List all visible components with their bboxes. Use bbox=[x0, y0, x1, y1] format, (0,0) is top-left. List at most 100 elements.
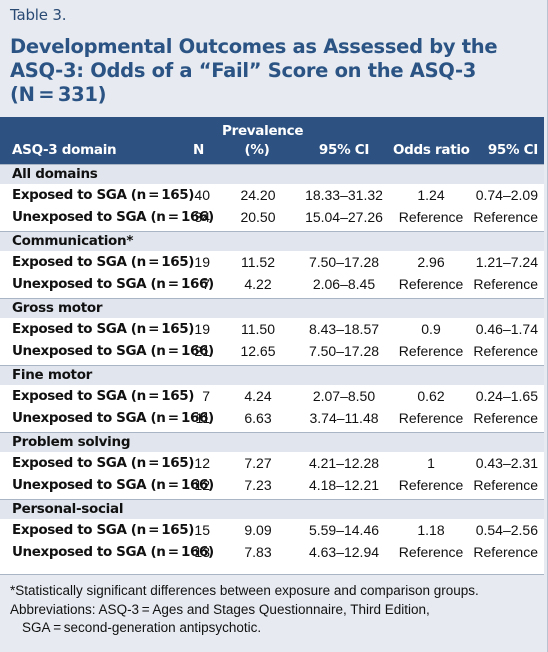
cell-prevalence: 6.63 bbox=[244, 410, 272, 426]
cell-n: 34 bbox=[194, 209, 210, 225]
group-title: Communication* bbox=[12, 233, 134, 249]
cell-n: 19 bbox=[194, 254, 210, 270]
group-header: Fine motor bbox=[0, 365, 544, 385]
table-row: Exposed to SGA (n = 165) 19 11.52 7.50–17.2… bbox=[0, 252, 544, 274]
table-row: Exposed to SGA (n = 165) 15 9.09 5.59–14.46… bbox=[0, 520, 544, 542]
cell-ci: 2.06–8.45 bbox=[312, 276, 376, 292]
group-header: Personal-social bbox=[0, 499, 544, 519]
table-body: All domains Exposed to SGA (n = 165) 40 24.… bbox=[0, 164, 544, 574]
cell-or-ci: Reference bbox=[473, 209, 538, 225]
table-label: Table 3. bbox=[10, 6, 67, 24]
group-title: Problem solving bbox=[12, 434, 131, 450]
cell-prevalence: 11.50 bbox=[241, 321, 275, 337]
row-label: Unexposed to SGA (n = 166) bbox=[12, 544, 214, 560]
cell-odds-ratio: Reference bbox=[398, 544, 464, 560]
row-label: Unexposed to SGA (n = 166) bbox=[12, 477, 214, 493]
cell-ci: 15.04–27.26 bbox=[305, 209, 383, 225]
cell-odds-ratio: Reference bbox=[398, 477, 464, 493]
row-label: Unexposed to SGA (n = 166) bbox=[12, 410, 214, 426]
cell-n: 11 bbox=[195, 410, 210, 426]
table-row: Unexposed to SGA (n = 166) 12 7.23 4.18–12.… bbox=[0, 475, 544, 497]
cell-odds-ratio: 0.9 bbox=[421, 321, 441, 337]
header-prevalence-unit: (%) bbox=[244, 142, 270, 158]
footnote-abbreviations-continued: SGA = second-generation antipsychotic. bbox=[22, 620, 262, 635]
table-row: Unexposed to SGA (n = 166) 34 20.50 15.04–2… bbox=[0, 207, 544, 229]
header-ci: 95% CI bbox=[318, 142, 370, 158]
cell-ci: 7.50–17.28 bbox=[308, 254, 380, 270]
header-odds-ratio: Odds ratio bbox=[393, 142, 470, 158]
cell-or-ci: 0.46–1.74 bbox=[475, 321, 538, 337]
title-line: ASQ-3: Odds of a “Fail” Score on the ASQ… bbox=[10, 59, 477, 82]
cell-ci: 3.74–11.48 bbox=[309, 410, 379, 426]
table-row: Exposed to SGA (n = 165) 19 11.50 8.43–18.5… bbox=[0, 319, 544, 341]
cell-odds-ratio: 0.62 bbox=[417, 388, 445, 404]
cell-or-ci: 0.24–1.65 bbox=[475, 388, 538, 404]
table-title: Developmental Outcomes as Assessed by th… bbox=[10, 35, 530, 107]
footnote-abbreviations: Abbreviations: ASQ-3 = Ages and Stages Q… bbox=[10, 602, 430, 617]
cell-ci: 2.07–8.50 bbox=[312, 388, 376, 404]
header-n: N bbox=[193, 142, 204, 158]
cell-n: 7 bbox=[202, 388, 210, 404]
cell-prevalence: 4.24 bbox=[244, 388, 272, 404]
table-row: Exposed to SGA (n = 165) 12 7.27 4.21–12.28… bbox=[0, 453, 544, 475]
cell-or-ci: 0.54–2.56 bbox=[475, 522, 538, 538]
cell-prevalence: 7.27 bbox=[244, 455, 272, 471]
cell-or-ci: 0.43–2.31 bbox=[475, 455, 538, 471]
cell-ci: 4.18–12.21 bbox=[308, 477, 380, 493]
group-header: Communication* bbox=[0, 231, 544, 251]
title-line: Developmental Outcomes as Assessed by th… bbox=[10, 35, 498, 58]
group-header: Gross motor bbox=[0, 298, 544, 318]
row-label: Unexposed to SGA (n = 166) bbox=[12, 209, 214, 225]
header-or-ci: 95% CI bbox=[487, 142, 538, 158]
cell-prevalence: 24.20 bbox=[240, 187, 276, 203]
cell-odds-ratio: Reference bbox=[398, 209, 464, 225]
table-row: Unexposed to SGA (n = 166) 21 12.65 7.50–17… bbox=[0, 341, 544, 363]
cell-or-ci: Reference bbox=[473, 477, 538, 493]
header-prevalence: Prevalence bbox=[222, 123, 304, 139]
cell-prevalence: 4.22 bbox=[244, 276, 272, 292]
cell-odds-ratio: 2.96 bbox=[417, 254, 445, 270]
table-row: Exposed to SGA (n = 165) 40 24.20 18.33–31.… bbox=[0, 185, 544, 207]
table-row: Unexposed to SGA (n = 166) 7 4.22 2.06–8.45… bbox=[0, 274, 544, 296]
cell-odds-ratio: 1 bbox=[427, 455, 435, 471]
cell-n: 19 bbox=[194, 321, 210, 337]
cell-odds-ratio: Reference bbox=[398, 343, 464, 359]
cell-prevalence: 20.50 bbox=[240, 209, 276, 225]
row-label: Exposed to SGA (n = 165) bbox=[12, 187, 195, 203]
header-domain: ASQ-3 domain bbox=[12, 142, 117, 158]
cell-prevalence: 9.09 bbox=[244, 522, 272, 538]
cell-odds-ratio: 1.24 bbox=[417, 187, 445, 203]
cell-n: 12 bbox=[194, 455, 210, 471]
cell-ci: 18.33–31.32 bbox=[305, 187, 383, 203]
row-label: Unexposed to SGA (n = 166) bbox=[12, 276, 214, 292]
table-row: Unexposed to SGA (n = 166) 11 6.63 3.74–11.… bbox=[0, 408, 544, 430]
row-label: Exposed to SGA (n = 165) bbox=[12, 388, 195, 404]
row-label: Exposed to SGA (n = 165) bbox=[12, 321, 195, 337]
table-row: Unexposed to SGA (n = 166) 13 7.83 4.63–12.… bbox=[0, 542, 544, 564]
cell-prevalence: 7.23 bbox=[244, 477, 272, 493]
cell-ci: 7.50–17.28 bbox=[308, 343, 380, 359]
cell-prevalence: 7.83 bbox=[244, 544, 272, 560]
cell-prevalence: 12.65 bbox=[240, 343, 276, 359]
cell-n: 13 bbox=[194, 544, 210, 560]
cell-or-ci: Reference bbox=[473, 343, 538, 359]
cell-ci: 4.63–12.94 bbox=[308, 544, 380, 560]
cell-odds-ratio: 1.18 bbox=[417, 522, 445, 538]
row-label: Exposed to SGA (n = 165) bbox=[12, 455, 195, 471]
cell-odds-ratio: Reference bbox=[398, 276, 464, 292]
row-label: Unexposed to SGA (n = 166) bbox=[12, 343, 214, 359]
cell-ci: 4.21–12.28 bbox=[308, 455, 380, 471]
cell-n: 12 bbox=[194, 477, 210, 493]
cell-n: 7 bbox=[202, 276, 210, 292]
cell-ci: 5.59–14.46 bbox=[308, 522, 380, 538]
cell-n: 40 bbox=[194, 187, 210, 203]
title-line: (N = 331) bbox=[10, 83, 107, 106]
footnote-significance: *Statistically significant differences b… bbox=[10, 583, 479, 598]
row-label: Exposed to SGA (n = 165) bbox=[12, 254, 195, 270]
cell-or-ci: Reference bbox=[473, 544, 538, 560]
group-title: All domains bbox=[12, 166, 98, 182]
table-footnotes: *Statistically significant differences b… bbox=[0, 574, 544, 652]
group-title: Gross motor bbox=[12, 300, 103, 316]
row-label: Exposed to SGA (n = 165) bbox=[12, 522, 195, 538]
